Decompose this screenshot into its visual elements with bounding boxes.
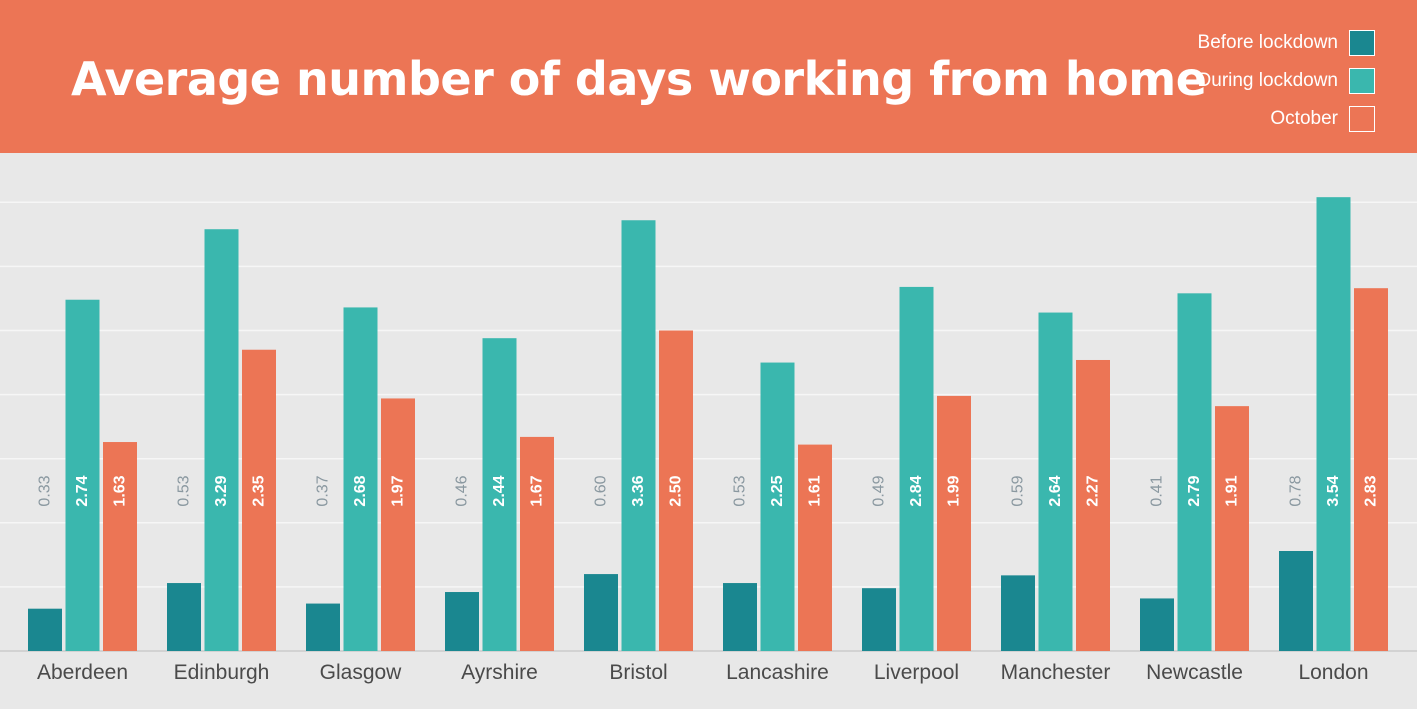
x-tick-label: Aberdeen <box>37 661 128 684</box>
data-label: 0.37 <box>315 475 332 506</box>
bar <box>381 398 415 651</box>
x-tick-label: Manchester <box>1001 661 1111 684</box>
x-tick-label: Glasgow <box>320 661 403 684</box>
data-label: 0.60 <box>593 475 610 506</box>
data-label: 2.84 <box>908 475 925 506</box>
data-label: 0.46 <box>454 475 471 506</box>
legend-label: Before lockdown <box>1197 32 1338 53</box>
bar <box>798 444 832 651</box>
data-label: 0.49 <box>871 475 888 506</box>
bar <box>28 608 62 651</box>
x-tick-label: London <box>1298 661 1368 684</box>
legend-label: October <box>1270 108 1338 129</box>
legend-item-october: October <box>1198 100 1375 138</box>
bar <box>445 592 479 651</box>
bar <box>242 349 276 651</box>
x-tick-label: Ayrshire <box>461 661 538 684</box>
data-label: 0.53 <box>732 475 749 506</box>
data-label: 2.74 <box>74 475 91 506</box>
data-label: 0.78 <box>1288 475 1305 506</box>
data-label: 2.35 <box>251 475 268 506</box>
bar <box>1215 406 1249 651</box>
data-label: 2.79 <box>1186 475 1203 506</box>
data-label: 1.63 <box>112 475 129 506</box>
data-label: 0.41 <box>1149 475 1166 506</box>
legend-swatch <box>1349 106 1375 132</box>
bar <box>659 330 693 651</box>
x-tick-label: Bristol <box>609 661 667 684</box>
data-label: 0.33 <box>37 475 54 506</box>
data-label: 1.91 <box>1224 475 1241 506</box>
chart-legend: Before lockdown During lockdown October <box>1198 24 1375 138</box>
bar <box>937 395 971 651</box>
bar <box>1177 293 1212 651</box>
bar <box>1316 197 1351 651</box>
data-label: 1.67 <box>529 475 546 506</box>
data-label: 2.25 <box>769 475 786 506</box>
bar <box>306 603 340 651</box>
bar <box>103 442 137 651</box>
data-label: 3.36 <box>630 475 647 506</box>
bar <box>167 583 201 651</box>
bar-chart: 0.33 2.74 1.63 Aberdeen 0.53 3.29 2.35 Edinburg… <box>0 197 1417 684</box>
chart-header: Average number of days working from home… <box>0 0 1417 153</box>
bar <box>65 299 100 651</box>
chart-title: Average number of days working from home <box>71 52 1207 106</box>
bar <box>343 307 378 651</box>
legend-swatch <box>1349 30 1375 56</box>
bar <box>1354 288 1388 651</box>
data-label: 0.53 <box>176 475 193 506</box>
bar <box>899 286 934 651</box>
bar <box>520 436 554 651</box>
bar <box>482 338 517 651</box>
data-label: 2.44 <box>491 475 508 506</box>
data-label: 1.61 <box>807 475 824 506</box>
data-label: 2.64 <box>1047 475 1064 506</box>
bar <box>723 583 757 651</box>
x-tick-label: Newcastle <box>1146 661 1243 684</box>
bar <box>204 229 239 652</box>
bar <box>584 574 618 651</box>
data-label: 3.54 <box>1325 475 1342 506</box>
data-label: 2.68 <box>352 475 369 506</box>
bar <box>621 220 656 652</box>
legend-swatch <box>1349 68 1375 94</box>
data-label: 2.50 <box>668 475 685 506</box>
legend-item-before-lockdown: Before lockdown <box>1198 24 1375 62</box>
bar <box>1279 551 1313 651</box>
legend-label: During lockdown <box>1197 70 1338 91</box>
bar <box>1140 598 1174 651</box>
bar <box>1038 312 1073 651</box>
x-tick-label: Lancashire <box>726 661 829 684</box>
data-label: 2.27 <box>1085 475 1102 506</box>
legend-item-during-lockdown: During lockdown <box>1198 62 1375 100</box>
data-label: 0.59 <box>1010 475 1027 506</box>
data-label: 1.99 <box>946 475 963 506</box>
x-tick-label: Edinburgh <box>174 661 270 684</box>
bar <box>862 588 896 651</box>
bar <box>1001 575 1035 651</box>
data-label: 2.83 <box>1363 475 1380 506</box>
data-label: 1.97 <box>390 475 407 506</box>
bar <box>760 362 795 651</box>
data-label: 3.29 <box>213 475 230 506</box>
x-tick-label: Liverpool <box>874 661 959 684</box>
bar <box>1076 359 1110 651</box>
